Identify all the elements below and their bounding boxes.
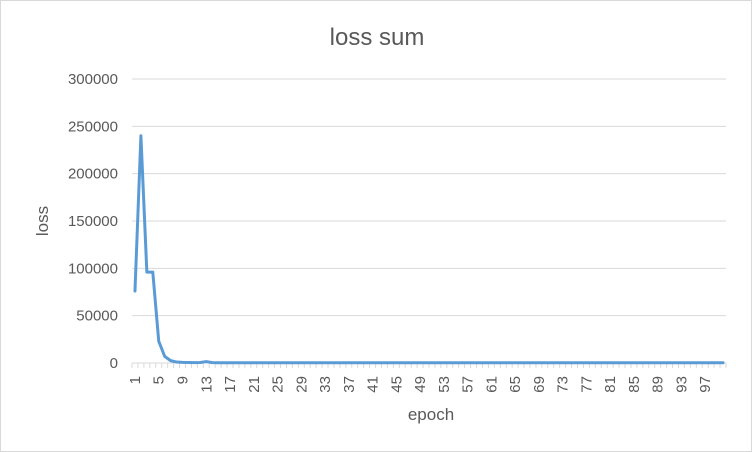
x-tick-label: 65 <box>507 376 524 393</box>
x-tick-label: 97 <box>697 376 714 393</box>
x-tick-label: 1 <box>127 376 144 384</box>
x-tick-label: 69 <box>531 376 548 393</box>
series-layer <box>133 134 725 365</box>
y-tick-label: 0 <box>110 355 118 372</box>
x-tick-label: 5 <box>151 376 168 384</box>
x-tick-label: 29 <box>293 376 310 393</box>
y-axis-title: loss <box>33 206 52 236</box>
x-tick-label: 41 <box>365 376 382 393</box>
x-tick-label: 81 <box>602 376 619 393</box>
x-tick-label: 89 <box>650 376 667 393</box>
y-tick-label: 100000 <box>68 260 118 277</box>
y-tick-label: 150000 <box>68 213 118 230</box>
x-tick-label: 77 <box>578 376 595 393</box>
x-tick-label: 37 <box>341 376 358 393</box>
y-tick-label: 250000 <box>68 118 118 135</box>
y-axis-ticks: 0 50000 100000 150000 200000 250000 300000 <box>68 71 118 372</box>
x-tick-label: 53 <box>436 376 453 393</box>
y-tick-label: 200000 <box>68 166 118 183</box>
x-axis-ticks: 1 5 9 13 17 21 25 29 33 37 41 45 49 53 57 61 65 69 73 77 81 8… <box>127 363 727 393</box>
series-line-0 <box>133 134 725 365</box>
x-tick-label: 93 <box>673 376 690 393</box>
y-tick-label: 300000 <box>68 71 118 88</box>
x-tick-label: 85 <box>626 376 643 393</box>
x-tick-label: 49 <box>412 376 429 393</box>
x-tick-label: 61 <box>483 376 500 393</box>
x-tick-label: 9 <box>174 376 191 384</box>
x-tick-label: 45 <box>388 376 405 393</box>
x-tick-label: 21 <box>246 376 263 393</box>
x-tick-label: 13 <box>198 376 215 393</box>
chart-title: loss sum <box>330 24 425 51</box>
y-tick-label: 50000 <box>76 308 118 325</box>
x-tick-label: 57 <box>460 376 477 393</box>
x-tick-label: 25 <box>270 376 287 393</box>
gridlines <box>132 78 726 317</box>
x-axis-title: epoch <box>408 405 454 424</box>
x-tick-label: 17 <box>222 376 239 393</box>
x-tick-label: 73 <box>555 376 572 393</box>
x-tick-label: 33 <box>317 376 334 393</box>
